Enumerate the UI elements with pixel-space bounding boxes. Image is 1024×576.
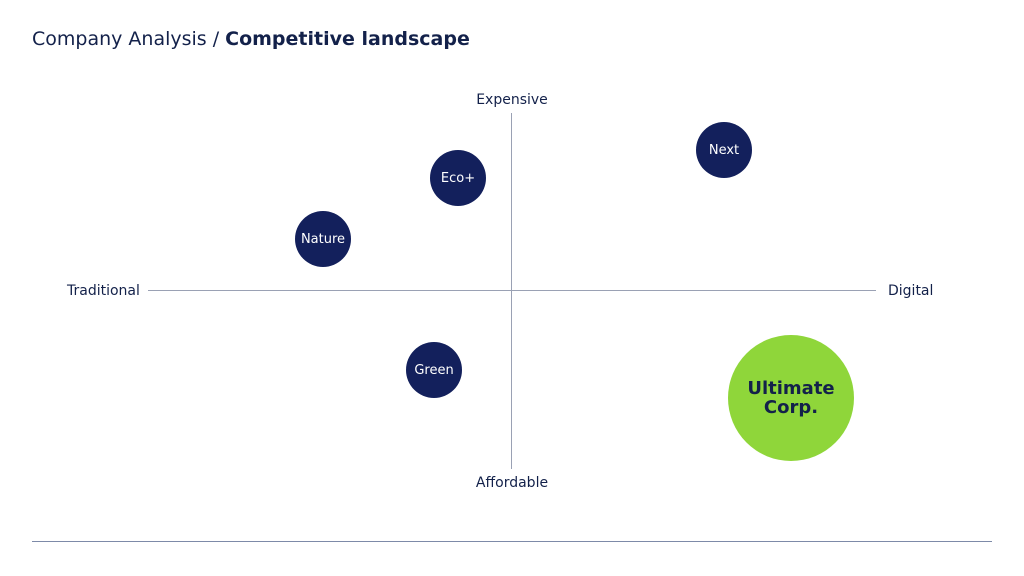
axis-label-affordable: Affordable — [475, 475, 549, 491]
competitor-label: Next — [708, 142, 740, 158]
competitor-label: Green — [414, 362, 454, 378]
breadcrumb-section: Company Analysis — [32, 28, 207, 50]
axis-label-traditional: Traditional — [67, 283, 140, 299]
competitor-bubble-eco: Eco+ — [430, 150, 486, 206]
horizontal-axis — [148, 290, 876, 291]
competitor-bubble-green: Green — [406, 342, 462, 398]
competitor-bubble-nature: Nature — [295, 211, 351, 267]
footer-divider — [32, 541, 992, 542]
vertical-axis — [511, 113, 512, 469]
highlight-label-line1: Ultimate — [747, 378, 835, 399]
axis-label-digital: Digital — [888, 283, 934, 299]
highlight-bubble-ultimate-corp: Ultimate Corp. — [728, 335, 854, 461]
page-title: Competitive landscape — [225, 28, 470, 50]
competitor-bubble-next: Next — [696, 122, 752, 178]
competitor-label: Nature — [300, 231, 346, 247]
breadcrumb-separator: / — [212, 28, 220, 50]
axis-label-expensive: Expensive — [476, 92, 548, 108]
competitor-label: Eco+ — [440, 170, 476, 186]
breadcrumb: Company Analysis / Competitive landscape — [32, 26, 470, 52]
highlight-label-line2: Corp. — [763, 397, 819, 418]
